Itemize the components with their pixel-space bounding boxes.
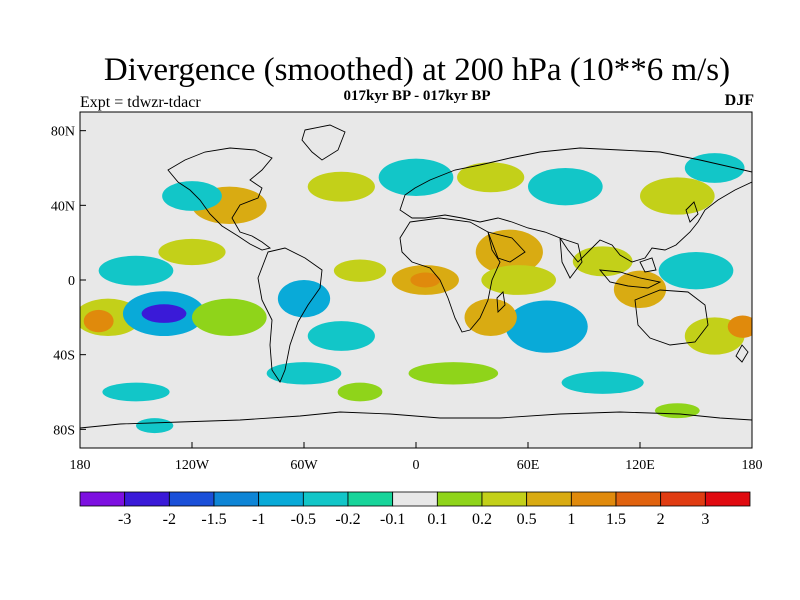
field-region-32 <box>102 382 170 402</box>
field-region-16 <box>572 246 633 277</box>
y-tick-label-3: 40S <box>53 349 75 364</box>
x-tick-label-5: 120E <box>625 458 655 473</box>
field-region-0 <box>98 255 174 286</box>
plot-title: Divergence (smoothed) at 200 hPa (10**6 … <box>103 52 731 88</box>
colorbar-box-5 <box>302 491 349 507</box>
x-tick-label-3: 0 <box>413 458 420 473</box>
field-region-34 <box>337 382 383 402</box>
field-region-30 <box>408 362 499 385</box>
colorbar-label-4: -0.5 <box>291 511 316 528</box>
field-region-5 <box>192 298 267 337</box>
experiment-label: Expt = tdwzr-tdacr <box>80 94 201 111</box>
colorbar-label-2: -1.5 <box>201 511 226 528</box>
field-region-26 <box>528 168 603 206</box>
season-label: DJF <box>724 92 754 109</box>
x-tick-label-0: 180 <box>70 458 91 473</box>
field-region-29 <box>266 362 342 385</box>
field-region-6 <box>158 238 226 266</box>
field-region-24 <box>378 158 454 196</box>
colorbar-box-14 <box>704 491 751 507</box>
colorbar-label-10: 1 <box>567 511 575 528</box>
field-region-31 <box>561 371 644 394</box>
field-region-18 <box>658 251 734 290</box>
field-region-27 <box>640 177 715 215</box>
field-region-35 <box>654 403 700 419</box>
x-tick-label-2: 60W <box>290 458 318 473</box>
field-region-11 <box>410 272 441 288</box>
y-tick-label-2: 0 <box>68 274 75 289</box>
y-tick-label-1: 40N <box>51 199 75 214</box>
colorbar-label-13: 3 <box>701 511 709 528</box>
field-region-17 <box>613 270 667 309</box>
colorbar-box-10 <box>526 491 572 507</box>
y-tick-label-4: 80S <box>53 423 75 438</box>
colorbar-label-11: 1.5 <box>606 511 626 528</box>
colorbar-label-7: 0.1 <box>427 511 447 528</box>
colorbar-box-2 <box>168 491 215 507</box>
field-region-23 <box>307 171 375 202</box>
x-tick-label-1: 120W <box>175 458 210 473</box>
colorbar-label-8: 0.2 <box>472 511 492 528</box>
divergence-field <box>80 153 752 434</box>
colorbar-label-0: -3 <box>118 511 131 528</box>
field-region-22 <box>162 181 222 211</box>
field-region-14 <box>505 300 588 353</box>
field-region-7 <box>277 280 331 318</box>
colorbar-box-0 <box>79 491 126 507</box>
field-region-15 <box>464 298 517 337</box>
colorbar: -3 -2 -1.5 -1 -0.5 -0.2 -0.1 0.1 0.2 0.5 1 1.5 2 3 <box>79 491 751 528</box>
colorbar-label-6: -0.1 <box>380 511 405 528</box>
x-tick-label-6: 180 <box>742 458 763 473</box>
axis-ticks: 180 120W 60W 0 60E 120E 180 80N 40N 0 40S 80S <box>51 125 763 473</box>
field-region-25 <box>457 162 525 193</box>
colorbar-label-3: -1 <box>252 511 265 528</box>
colorbar-label-1: -2 <box>163 511 176 528</box>
colorbar-box-7 <box>392 491 438 507</box>
coastlines <box>80 124 752 429</box>
colorbar-box-8 <box>436 491 483 507</box>
x-tick-label-4: 60E <box>517 458 540 473</box>
y-tick-label-0: 80N <box>51 125 75 140</box>
colorbar-box-4 <box>258 491 304 507</box>
field-region-33 <box>136 418 174 434</box>
field-region-2 <box>83 309 114 333</box>
colorbar-box-3 <box>213 491 260 507</box>
field-region-13 <box>481 265 556 295</box>
plot-subtitle: 017kyr BP - 017kyr BP <box>343 88 491 104</box>
field-region-4 <box>141 304 187 323</box>
field-region-12 <box>475 229 543 275</box>
colorbar-box-1 <box>124 491 170 507</box>
colorbar-label-12: 2 <box>657 511 665 528</box>
field-region-9 <box>333 259 387 282</box>
field-region-28 <box>684 153 745 183</box>
colorbar-box-9 <box>481 491 528 507</box>
colorbar-box-12 <box>615 491 662 507</box>
field-region-20 <box>727 315 752 338</box>
colorbar-label-9: 0.5 <box>517 511 537 528</box>
colorbar-label-5: -0.2 <box>335 511 360 528</box>
colorbar-box-13 <box>660 491 706 507</box>
colorbar-box-11 <box>570 491 617 507</box>
field-region-8 <box>307 321 375 351</box>
colorbar-box-6 <box>347 491 394 507</box>
